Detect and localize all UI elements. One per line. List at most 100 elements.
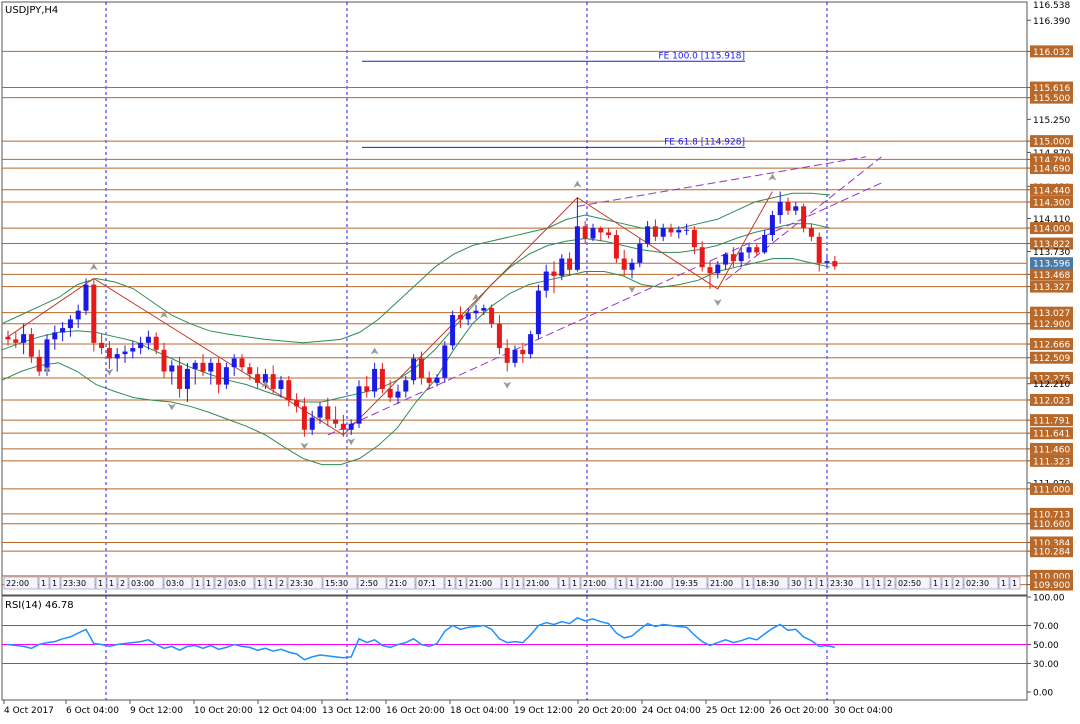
rsi-label: RSI(14) 46.78 — [5, 600, 74, 611]
candle-body — [255, 374, 261, 383]
session-tag-box — [128, 576, 164, 590]
session-tag-label: 1 — [1001, 579, 1006, 588]
session-tag-label: 21:00 — [583, 579, 606, 588]
session-tag: 2 — [214, 576, 226, 590]
session-tag: 1 — [203, 576, 215, 590]
session-tag-label: 30 — [791, 579, 801, 588]
price-level-label: 114.690 — [1033, 165, 1070, 175]
candle — [387, 380, 393, 402]
fractal-down-icon — [300, 442, 309, 450]
candle — [801, 203, 807, 233]
session-tag: 21:00 — [466, 576, 502, 590]
session-tag: 1 — [998, 576, 1010, 590]
candle — [715, 261, 721, 279]
candle-body — [699, 247, 705, 268]
candle-body — [793, 206, 799, 211]
price-level-tag — [1030, 195, 1073, 208]
candle-body — [403, 380, 409, 392]
session-tag-box — [203, 576, 215, 590]
fractal-down-icon — [105, 368, 114, 376]
candle — [379, 362, 385, 394]
candle-body — [629, 262, 635, 270]
session-tag-label: 21:0 — [389, 579, 407, 588]
session-tag-box — [805, 576, 817, 590]
candle-body — [83, 284, 89, 311]
session-tag-box — [49, 576, 61, 590]
fractal-down-icon — [713, 298, 722, 306]
candle — [356, 380, 362, 429]
session-tag-box — [512, 576, 524, 590]
price-level-tag — [1030, 237, 1073, 250]
session-tag-label: 02:50 — [898, 579, 921, 588]
candle — [67, 315, 73, 337]
fractal-up-icon — [768, 173, 777, 181]
session-tag-box — [276, 576, 288, 590]
candle — [99, 334, 105, 355]
session-tag-box — [963, 576, 999, 590]
price-level-tag — [1030, 317, 1073, 330]
rsi-indicator — [2, 617, 1027, 664]
price-level-tag — [1030, 306, 1073, 319]
session-tag-label: 02:30 — [966, 579, 989, 588]
session-tag-box — [466, 576, 502, 590]
time-label: 19 Oct 12:00 — [514, 706, 573, 716]
candle — [559, 254, 565, 281]
session-tag-box — [455, 576, 467, 590]
candle-body — [192, 362, 198, 369]
candle — [676, 226, 682, 239]
session-tag: 1 — [873, 576, 885, 590]
session-tag-label: 21:00 — [640, 579, 663, 588]
candle — [106, 341, 112, 369]
price-level-label: 111.460 — [1033, 445, 1070, 455]
candle-body — [832, 261, 838, 267]
session-tag-label: 2 — [120, 579, 125, 588]
band-lower — [1, 258, 831, 466]
candle-body — [114, 354, 120, 359]
candle — [177, 356, 183, 398]
session-tag-box — [707, 576, 743, 590]
session-tag: 03:0 — [163, 576, 193, 590]
rsi-line — [7, 617, 835, 661]
session-tag: 1 — [1009, 576, 1021, 590]
price-level-label: 114.300 — [1033, 198, 1070, 208]
candle-body — [325, 406, 331, 420]
candle-body — [434, 377, 440, 383]
candlesticks — [5, 191, 838, 437]
candle-body — [450, 315, 456, 346]
session-tag-label: 23:30 — [830, 579, 853, 588]
price-level-tag — [1030, 427, 1073, 440]
session-tag: 1 — [192, 576, 204, 590]
candle — [785, 197, 791, 216]
candle-body — [707, 267, 713, 274]
candle — [590, 223, 596, 242]
session-tag: 21:00 — [523, 576, 559, 590]
price-level-tag — [1030, 91, 1073, 104]
session-labels: 22:00 1 1 23:30 1 1 2 03:00 03:0 1 1 2 03:0 1 1 2 23:30 1… — [3, 576, 1021, 590]
session-tag-label: 03:00 — [131, 579, 154, 588]
session-tag-box — [788, 576, 806, 590]
candle-body — [364, 386, 370, 392]
candle-body — [239, 358, 245, 368]
candle-body — [91, 284, 97, 343]
candle — [574, 197, 580, 272]
fractal-down-icon — [167, 403, 176, 411]
candle-body — [637, 243, 643, 263]
candle — [637, 238, 643, 268]
candle — [28, 328, 34, 363]
candle — [286, 375, 292, 407]
session-tag-box — [580, 576, 616, 590]
session-tag-label: 23:30 — [63, 579, 86, 588]
session-tag-label: 21:00 — [469, 579, 492, 588]
candle — [418, 351, 424, 385]
price-level-label: 112.666 — [1033, 341, 1070, 351]
session-tag-label: 21:00 — [526, 579, 549, 588]
session-tag-box — [225, 576, 255, 590]
fractal-up-icon — [573, 180, 582, 188]
session-tag: 1 — [265, 576, 277, 590]
trendline — [327, 182, 882, 436]
candle — [153, 332, 159, 355]
candle — [426, 371, 432, 389]
session-tag-label: 03:0 — [166, 579, 184, 588]
candle — [457, 306, 463, 329]
